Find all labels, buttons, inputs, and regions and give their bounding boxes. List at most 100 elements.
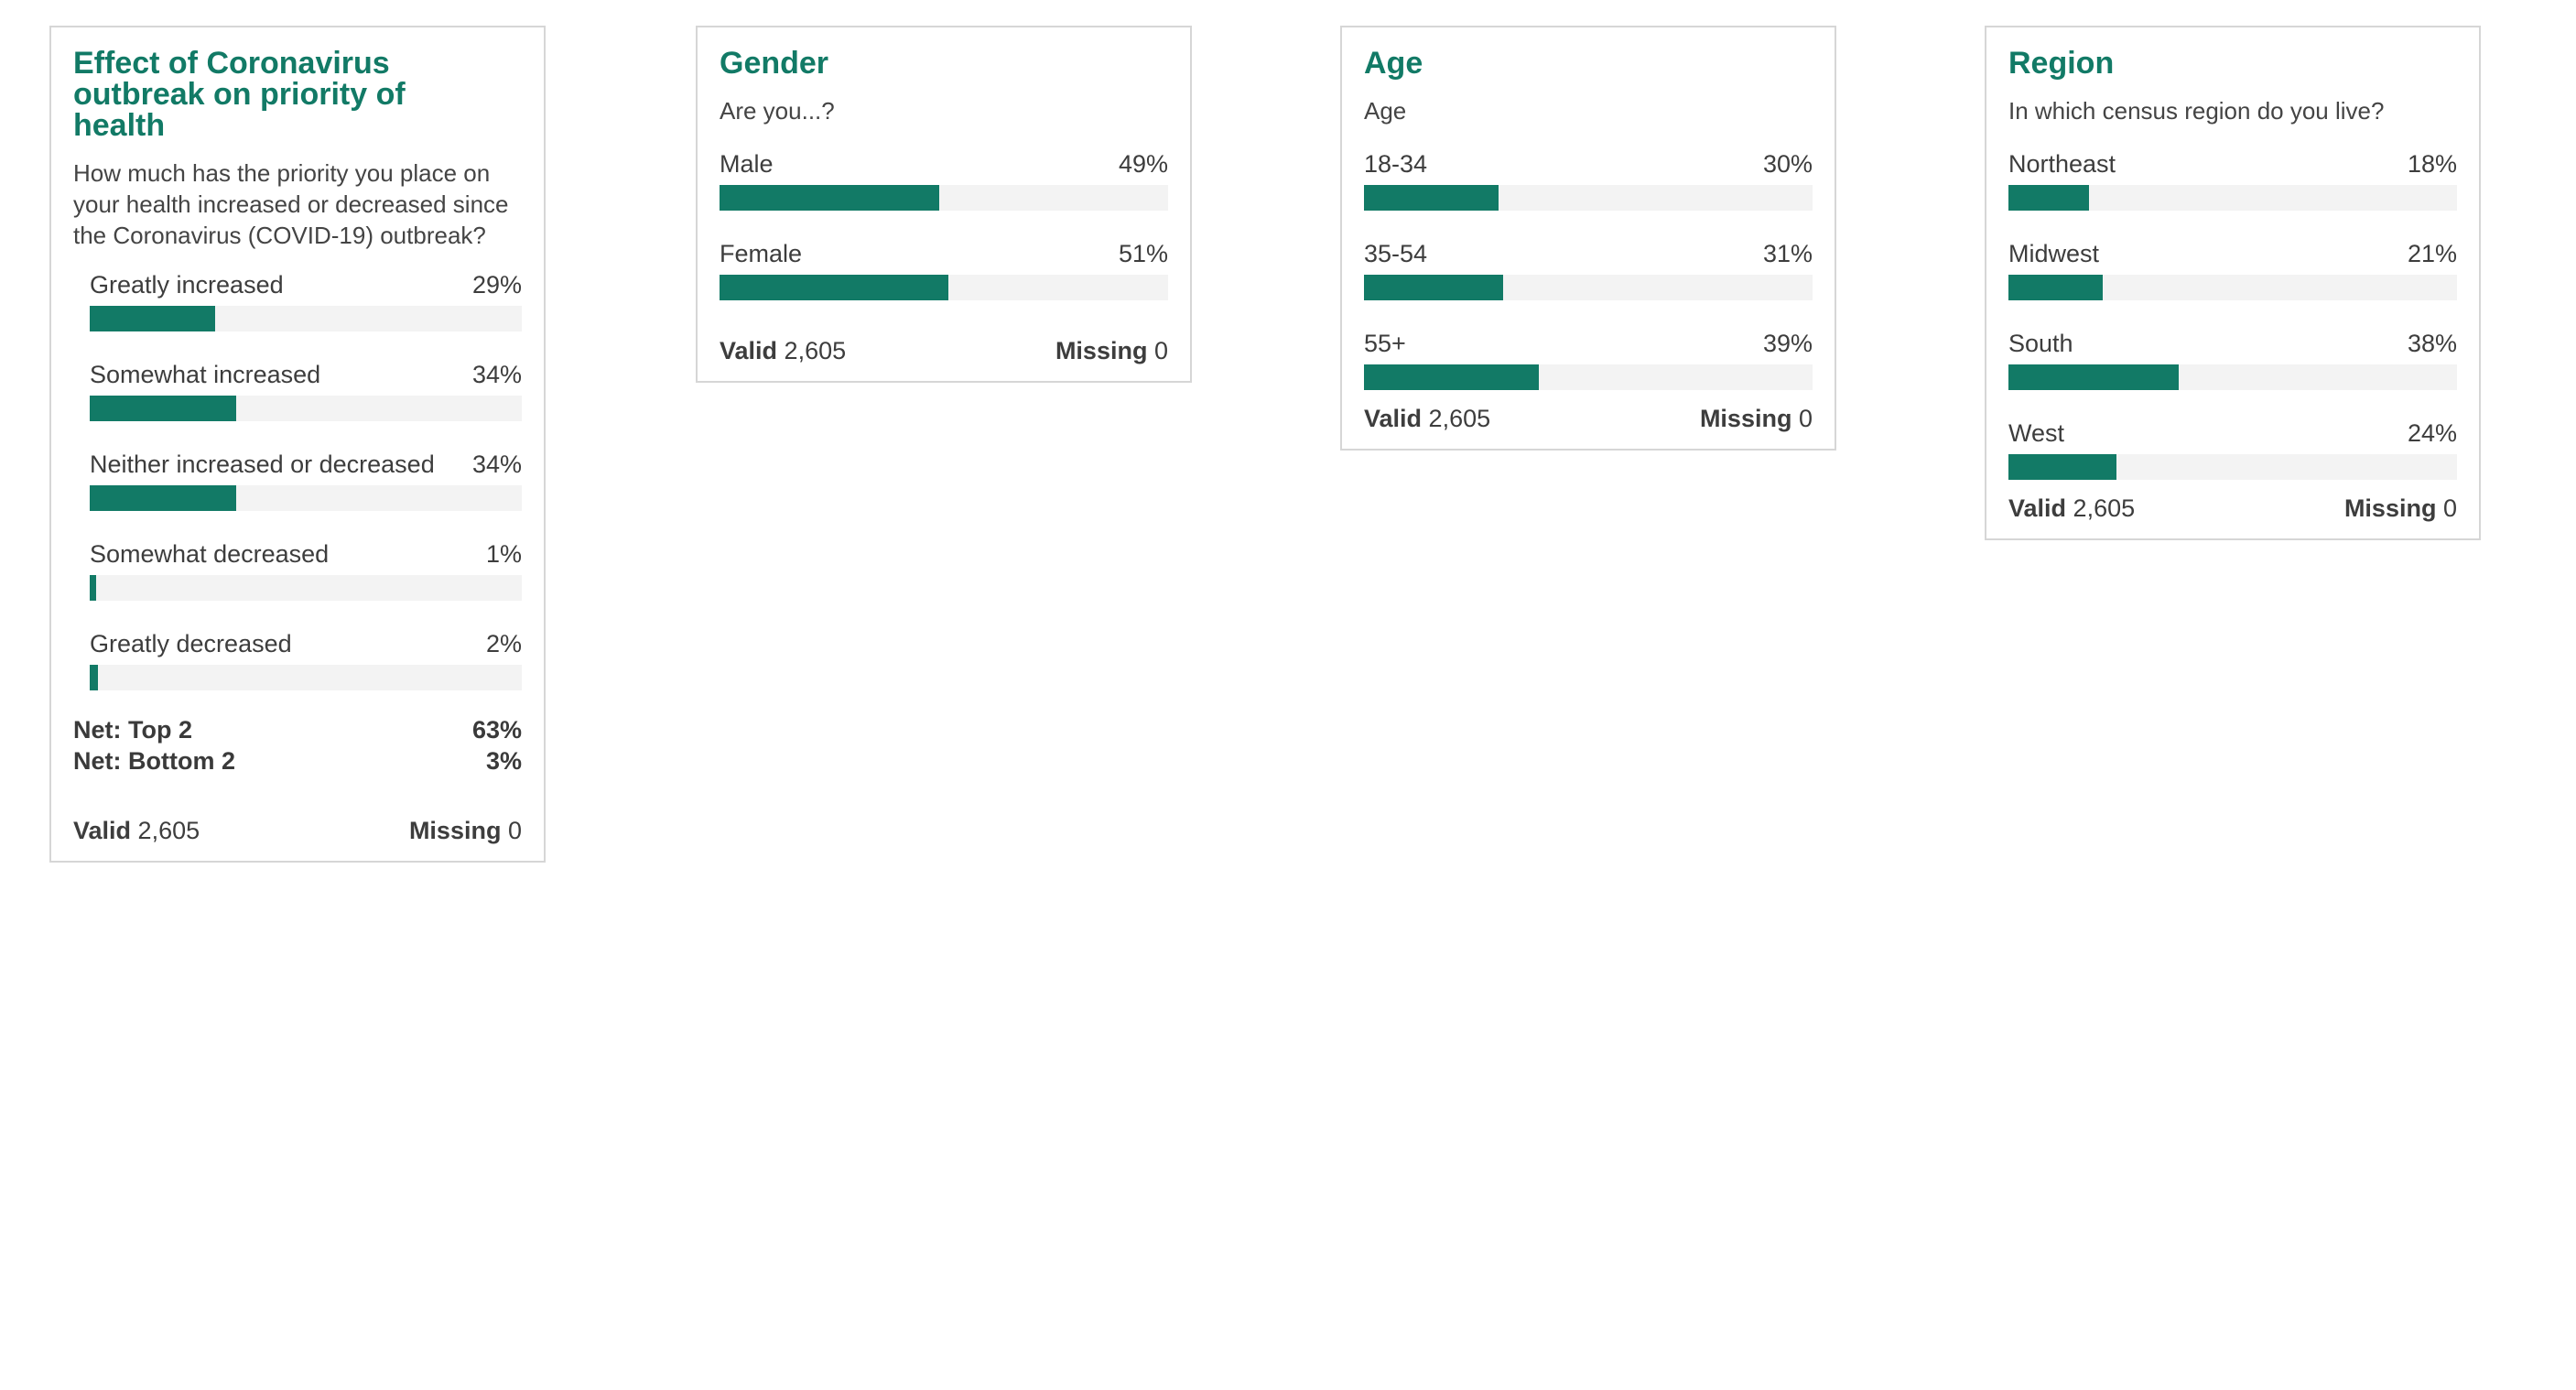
- bar-rows: Greatly increased 29% Somewhat increased…: [73, 271, 522, 720]
- missing-count: Missing 0: [2343, 494, 2457, 522]
- bar-value-label: 51%: [1118, 240, 1168, 267]
- bar-label: 35-54: [1364, 240, 1428, 267]
- bar-fill: [1364, 275, 1503, 300]
- bar-row: 18-34 30%: [1364, 150, 1813, 240]
- missing-count: Missing 0: [1699, 405, 1813, 432]
- bar-rows: 18-34 30% 35-54 31% 55+ 39%: [1364, 150, 1813, 419]
- bar-value-label: 31%: [1762, 240, 1813, 267]
- bar-value-label: 38%: [2407, 330, 2457, 357]
- bar-fill: [2008, 364, 2180, 390]
- net-value: 63%: [471, 716, 522, 744]
- bar-label: West: [2008, 419, 2065, 447]
- bar-label: South: [2008, 330, 2073, 357]
- bar-fill: [1364, 364, 1540, 390]
- bar-row: 55+ 39%: [1364, 330, 1813, 419]
- bar-fill: [90, 485, 237, 511]
- bar-track: [1364, 185, 1813, 211]
- bar-track: [90, 306, 522, 331]
- missing-count: Missing 0: [408, 817, 522, 844]
- card-title: Gender: [720, 46, 829, 81]
- bar-track: [1364, 364, 1813, 390]
- card-title: Region: [2008, 46, 2115, 81]
- bar-value-label: 29%: [471, 271, 522, 299]
- bar-rows: Male 49% Female 51%: [720, 150, 1168, 330]
- bar-fill: [90, 665, 99, 690]
- card-title: Age: [1364, 46, 1423, 81]
- bar-value-label: 49%: [1118, 150, 1168, 178]
- bar-track: [90, 396, 522, 421]
- bar-label: 18-34: [1364, 150, 1428, 178]
- bar-value-label: 30%: [1762, 150, 1813, 178]
- valid-count: Valid 2,605: [73, 817, 200, 844]
- bar-row: Female 51%: [720, 240, 1168, 330]
- bar-track: [2008, 454, 2457, 480]
- age-card: Age Age 18-34 30% 35-54 31% 55+ 39% Vali…: [1340, 26, 1836, 451]
- bar-track: [1364, 275, 1813, 300]
- bar-rows: Northeast 18% Midwest 21% South 38% West…: [2008, 150, 2457, 509]
- bar-track: [720, 185, 1168, 211]
- card-footer: Valid 2,605 Missing 0: [2008, 494, 2457, 522]
- bar-label: Somewhat increased: [90, 361, 321, 388]
- valid-count: Valid 2,605: [2008, 494, 2136, 522]
- bar-row: Greatly increased 29%: [90, 271, 522, 361]
- bar-row: South 38%: [2008, 330, 2457, 419]
- bar-value-label: 34%: [471, 451, 522, 478]
- bar-value-label: 24%: [2407, 419, 2457, 447]
- bar-value-label: 34%: [471, 361, 522, 388]
- bar-row: Somewhat increased 34%: [90, 361, 522, 451]
- bar-fill: [90, 306, 215, 331]
- bar-fill: [2008, 454, 2116, 480]
- net-value: 3%: [485, 747, 522, 775]
- card-footer: Valid 2,605 Missing 0: [720, 337, 1168, 364]
- net-bottom-2: Net: Bottom 2 3%: [73, 745, 522, 776]
- bar-value-label: 18%: [2407, 150, 2457, 178]
- bar-value-label: 1%: [485, 540, 522, 568]
- bar-row: Neither increased or decreased 34%: [90, 451, 522, 540]
- bar-row: West 24%: [2008, 419, 2457, 509]
- bar-label: Midwest: [2008, 240, 2100, 267]
- bar-label: Greatly decreased: [90, 630, 292, 657]
- bar-track: [2008, 275, 2457, 300]
- net-summary: Net: Top 2 63% Net: Bottom 2 3%: [73, 714, 522, 776]
- bar-row: Greatly decreased 2%: [90, 630, 522, 720]
- card-footer: Valid 2,605 Missing 0: [1364, 405, 1813, 432]
- bar-row: 35-54 31%: [1364, 240, 1813, 330]
- bar-row: Male 49%: [720, 150, 1168, 240]
- bar-fill: [720, 185, 940, 211]
- card-question: Are you...?: [720, 97, 835, 125]
- missing-count: Missing 0: [1055, 337, 1168, 364]
- bar-track: [2008, 364, 2457, 390]
- bar-value-label: 39%: [1762, 330, 1813, 357]
- health-priority-card: Effect of Coronavirus outbreak on priori…: [49, 26, 546, 863]
- bar-row: Northeast 18%: [2008, 150, 2457, 240]
- bar-track: [2008, 185, 2457, 211]
- bar-fill: [90, 575, 97, 601]
- net-label: Net: Bottom 2: [73, 747, 235, 775]
- bar-row: Midwest 21%: [2008, 240, 2457, 330]
- net-label: Net: Top 2: [73, 716, 192, 744]
- bar-label: 55+: [1364, 330, 1406, 357]
- bar-label: Northeast: [2008, 150, 2116, 178]
- bar-fill: [2008, 185, 2090, 211]
- bar-value-label: 21%: [2407, 240, 2457, 267]
- gender-card: Gender Are you...? Male 49% Female 51% V…: [696, 26, 1192, 383]
- bar-value-label: 2%: [485, 630, 522, 657]
- card-title: Effect of Coronavirus outbreak on priori…: [73, 46, 406, 143]
- bar-track: [90, 665, 522, 690]
- bar-label: Neither increased or decreased: [90, 451, 435, 478]
- net-top-2: Net: Top 2 63%: [73, 714, 522, 745]
- bar-row: Somewhat decreased 1%: [90, 540, 522, 630]
- bar-label: Greatly increased: [90, 271, 284, 299]
- valid-count: Valid 2,605: [720, 337, 847, 364]
- card-footer: Valid 2,605 Missing 0: [73, 817, 522, 844]
- card-question: In which census region do you live?: [2008, 97, 2385, 125]
- bar-track: [90, 575, 522, 601]
- bar-label: Male: [720, 150, 774, 178]
- bar-fill: [90, 396, 237, 421]
- bar-label: Somewhat decreased: [90, 540, 330, 568]
- bar-track: [90, 485, 522, 511]
- card-question: How much has the priority you place on y…: [73, 159, 509, 249]
- bar-track: [720, 275, 1168, 300]
- bar-fill: [1364, 185, 1499, 211]
- bar-fill: [2008, 275, 2103, 300]
